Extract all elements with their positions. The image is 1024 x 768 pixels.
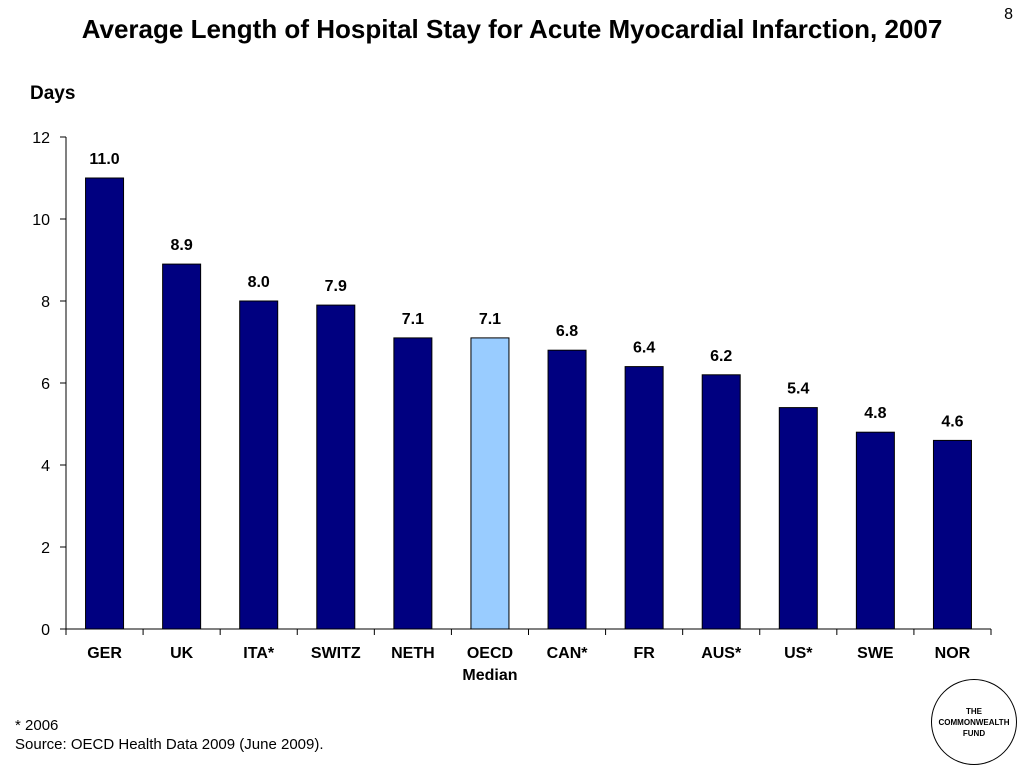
y-tick-label: 6 [41,376,50,393]
x-tick-label-line: AUS* [701,645,742,662]
x-tick-label: NETH [391,645,435,662]
bar [932,439,972,630]
x-tick-label-line: UK [170,645,194,662]
footnote: * 2006 Source: OECD Health Data 2009 (Ju… [15,716,324,754]
data-label: 6.2 [710,348,732,365]
bar [778,407,818,630]
x-tick-label: GER [87,645,122,662]
x-tick-label: AUS* [701,645,742,662]
y-tick-label: 12 [32,130,50,147]
data-label: 6.8 [556,323,578,340]
data-label: 8.9 [171,237,193,254]
bar [701,374,741,630]
data-label: 6.4 [633,340,655,357]
x-tick-label: SWITZ [311,645,361,662]
data-label: 4.8 [864,405,886,422]
bar [239,300,279,630]
x-tick-label-line: Median [462,667,517,684]
x-tick-label: SWE [857,645,894,662]
x-tick-label-line: OECD [467,645,513,662]
y-tick-label: 4 [41,458,50,475]
x-tick-label: NOR [935,645,971,662]
data-label: 11.0 [89,151,119,168]
asterisk-note: * 2006 [15,717,59,734]
data-label: 4.6 [941,413,963,430]
data-label: 7.1 [479,311,501,328]
y-tick-label: 2 [41,540,50,557]
source-note: Source: OECD Health Data 2009 (June 2009… [15,736,324,753]
x-tick-label-line: SWITZ [311,645,361,662]
commonwealth-fund-logo: THE COMMONWEALTH FUND [931,679,1017,765]
data-label: 7.1 [402,311,424,328]
bar [162,263,202,630]
data-label: 8.0 [248,274,270,291]
x-tick-label-line: NOR [935,645,971,662]
x-tick-label: OECD Median [462,645,517,684]
y-axis-unit-label: Days [30,83,76,104]
x-tick-label-line: FR [633,645,655,662]
x-tick-label: CAN* [547,645,589,662]
data-label: 5.4 [787,381,809,398]
data-label: 7.9 [325,278,347,295]
y-tick-label: 10 [32,212,50,229]
logo-line-3: FUND [962,728,986,738]
chart-title: Average Length of Hospital Stay for Acut… [81,14,943,44]
x-tick-label-line: CAN* [547,645,589,662]
bar-highlight [470,337,510,630]
bar [316,304,356,630]
x-tick-label: UK [170,645,194,662]
x-tick-label: FR [633,645,655,662]
bar [624,366,664,630]
x-tick-label: US* [784,645,813,662]
x-tick-label-line: GER [87,645,122,662]
logo-line-2: COMMONWEALTH [938,717,1010,727]
x-tick-label: ITA* [243,645,275,662]
x-tick-label-line: ITA* [243,645,275,662]
slide-number: 8 [1004,6,1013,23]
bar [393,337,433,630]
logo-line-1: THE [966,706,982,716]
bar [547,349,587,630]
x-tick-label-line: US* [784,645,813,662]
x-tick-label-line: SWE [857,645,894,662]
y-tick-label: 0 [41,622,50,639]
x-tick-label-line: NETH [391,645,435,662]
bar [85,177,125,630]
y-tick-label: 8 [41,294,50,311]
bar [855,431,895,630]
